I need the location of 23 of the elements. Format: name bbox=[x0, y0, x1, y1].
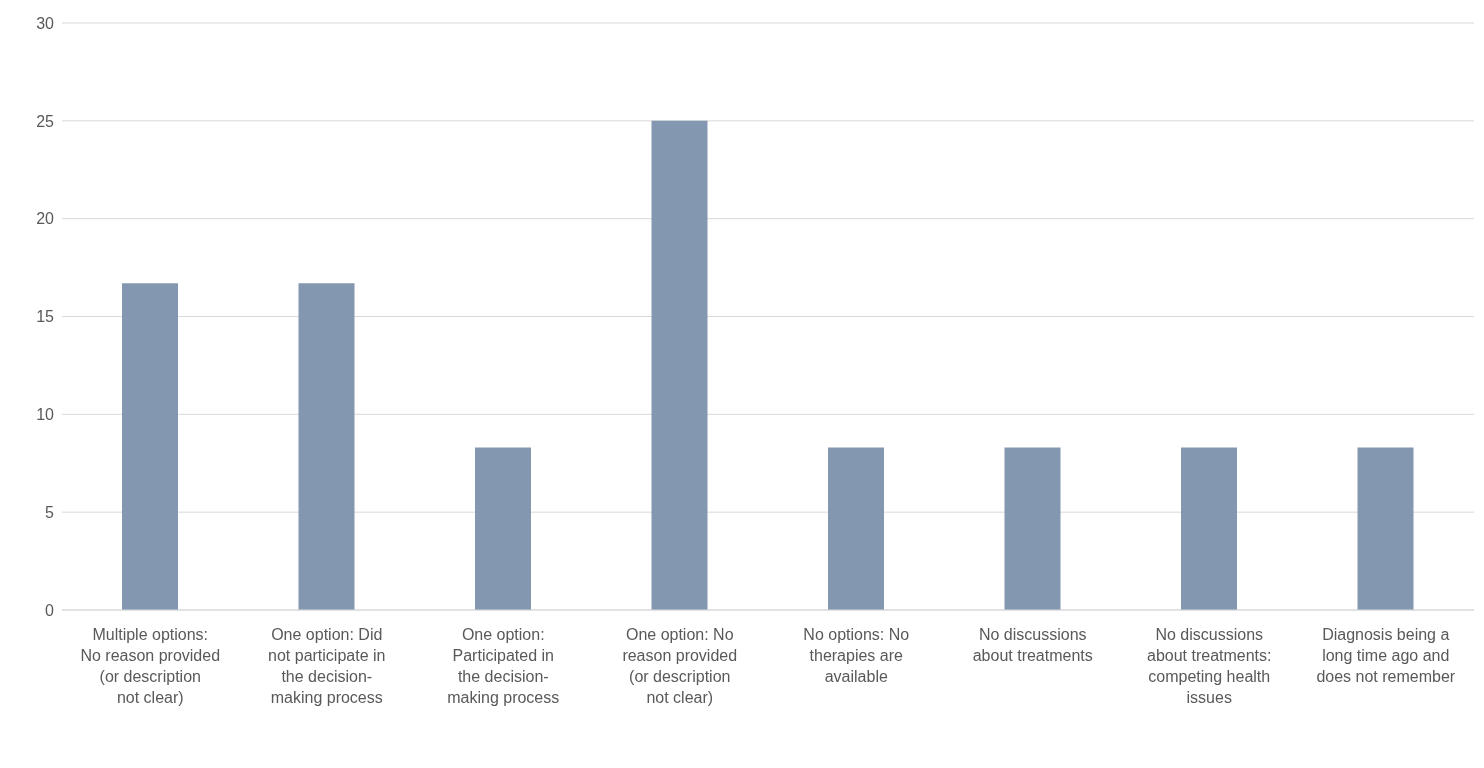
y-tick-label: 10 bbox=[36, 406, 55, 424]
bar bbox=[828, 447, 884, 610]
bar bbox=[1004, 447, 1061, 610]
bar bbox=[1357, 447, 1414, 610]
bar bbox=[122, 283, 178, 610]
y-tick-label: 25 bbox=[36, 112, 55, 130]
y-tick-label: 20 bbox=[36, 210, 55, 228]
y-tick-label: 15 bbox=[36, 308, 55, 326]
x-tick-label: Diagnosis being a long time ago and does not remember bbox=[1316, 626, 1456, 685]
x-tick-label: Multiple options: No reason provided (or description not clear) bbox=[80, 626, 221, 706]
bar bbox=[298, 283, 355, 610]
bar bbox=[475, 447, 531, 610]
y-tick-label: 5 bbox=[45, 503, 55, 521]
x-tick-label: One option: Did not participate in the decision-making process bbox=[268, 626, 386, 706]
x-tick-label: One option: No reason provided (or description not clear) bbox=[622, 626, 738, 706]
y-tick-label: 0 bbox=[45, 601, 55, 619]
x-tick-label: No discussions about treatments: competing health issues bbox=[1146, 626, 1272, 706]
x-tick-label: One option: Participated in the decision-making process bbox=[447, 626, 560, 706]
bar bbox=[1181, 447, 1237, 610]
x-tick-label: No discussions about treatments bbox=[972, 626, 1093, 664]
y-tick-label: 30 bbox=[36, 14, 55, 32]
bar bbox=[651, 120, 708, 610]
x-tick-label: No options: No therapies are available bbox=[803, 626, 910, 685]
